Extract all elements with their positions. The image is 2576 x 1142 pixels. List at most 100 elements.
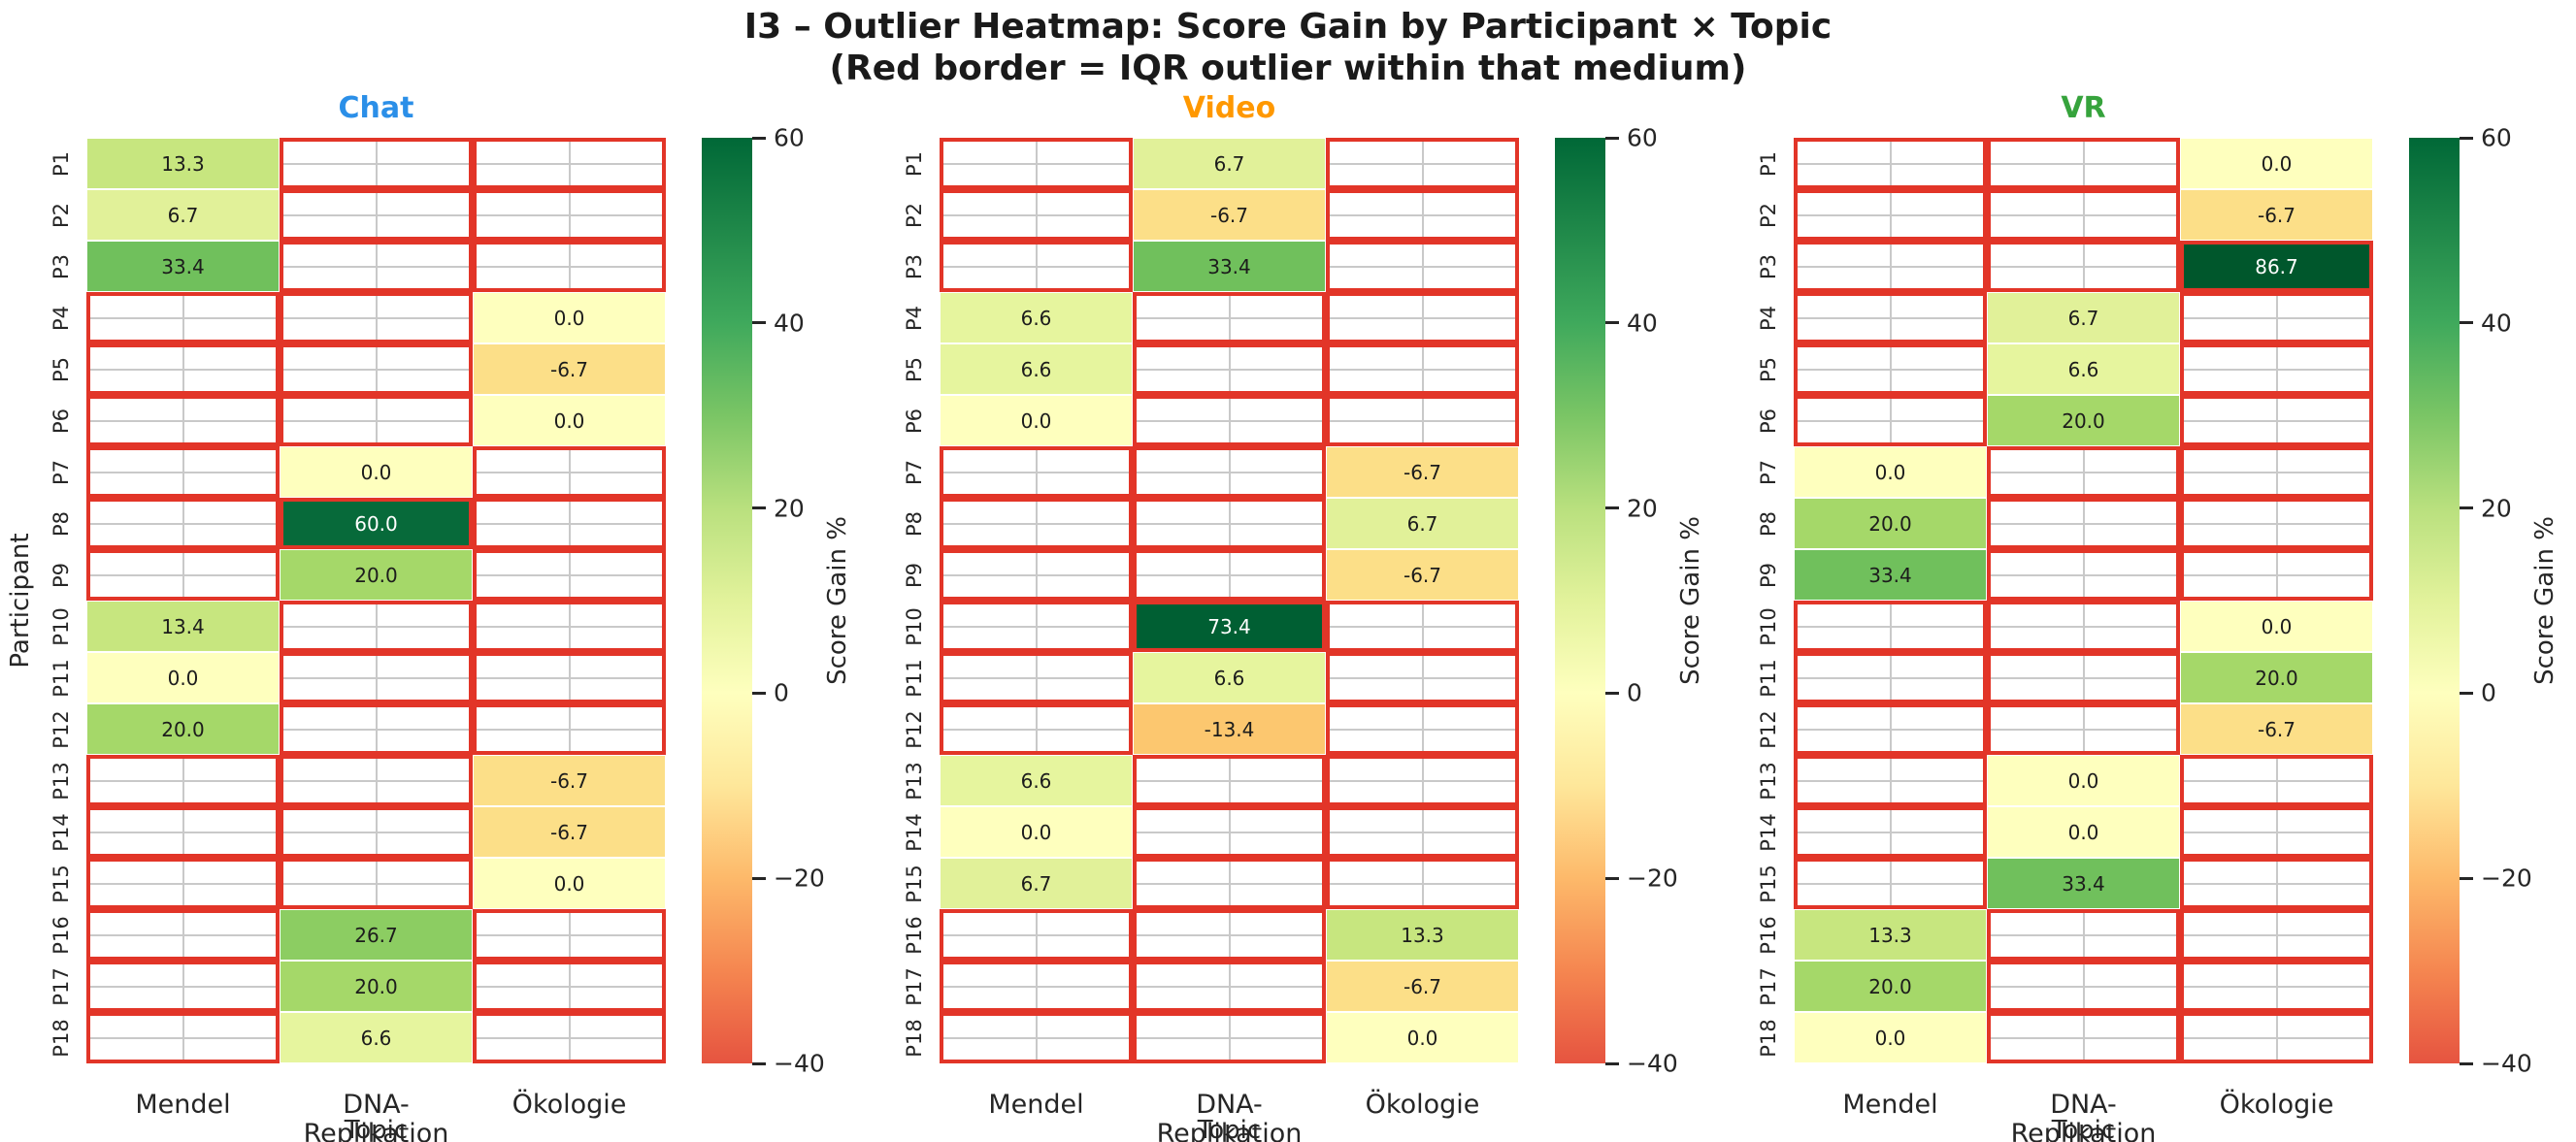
cell-vr-P7-DNA-Replikation-empty [1987,446,2180,498]
y-tick-label: P12 [903,709,926,749]
cell-vr-P15-Ökologie-empty [2180,858,2373,909]
cell-vr-P5-Mendel-empty [1794,343,1987,395]
colorbar-axis-label: Score Gain % [1676,516,1705,685]
cell-vr-P9-Ökologie-empty [2180,549,2373,601]
cell-chat-P6-DNA-Replikation-empty [280,395,473,446]
colorbar-tick-label: −20 [2481,864,2532,893]
cell-chat-P5-Ökologie: -6.7 [473,343,666,395]
x-axis-label: Topic [2051,1116,2116,1142]
cell-video-P3-Mendel-empty [940,241,1133,292]
y-tick-label: P1 [903,150,926,177]
cell-chat-P18-DNA-Replikation: 6.6 [280,1012,473,1063]
colorbar-vr [2409,138,2460,1063]
cell-chat-P15-Mendel-empty [86,858,280,909]
x-tick-label: DNA-Replikation [1156,1090,1303,1142]
colorbar-tick-label: 0 [1627,678,1642,707]
y-tick-label: P13 [1757,761,1780,800]
cell-vr-P18-DNA-Replikation-empty [1987,1012,2180,1063]
colorbar-tick-mark [2460,506,2473,510]
colorbar-tick-label: 0 [2481,678,2496,707]
cell-video-P10-DNA-Replikation: 73.4 [1133,601,1326,652]
y-tick-label: P8 [1757,510,1780,537]
cell-chat-P4-Mendel-empty [86,292,280,343]
cell-video-P3-Ökologie-empty [1326,241,1519,292]
cell-chat-P9-Mendel-empty [86,549,280,601]
y-tick-label: P11 [50,658,73,698]
cell-video-P18-Ökologie: 0.0 [1326,1012,1519,1063]
cell-vr-P13-DNA-Replikation: 0.0 [1987,755,2180,806]
cell-video-P7-DNA-Replikation-empty [1133,446,1326,498]
cell-video-P17-Ökologie: -6.7 [1326,961,1519,1012]
cell-chat-P3-Ökologie-empty [473,241,666,292]
x-axis-label: Topic [1197,1116,1262,1142]
cell-video-P9-DNA-Replikation-empty [1133,549,1326,601]
colorbar-tick-label: 40 [1627,309,1658,338]
cell-chat-P18-Ökologie-empty [473,1012,666,1063]
colorbar-tick-label: 20 [1627,494,1658,523]
cell-vr-P14-Mendel-empty [1794,806,1987,858]
cell-chat-P11-DNA-Replikation-empty [280,652,473,703]
colorbar-tick-label: 60 [2481,123,2512,152]
cell-video-P1-Mendel-empty [940,138,1133,189]
cell-vr-P8-Mendel: 20.0 [1794,498,1987,549]
cell-video-P9-Mendel-empty [940,549,1133,601]
cell-chat-P8-Ökologie-empty [473,498,666,549]
y-tick-label: P14 [1757,812,1780,852]
cell-chat-P5-DNA-Replikation-empty [280,343,473,395]
cell-video-P13-DNA-Replikation-empty [1133,755,1326,806]
cell-chat-P12-Mendel: 20.0 [86,703,280,755]
cell-vr-P15-Mendel-empty [1794,858,1987,909]
cell-video-P6-DNA-Replikation-empty [1133,395,1326,446]
colorbar-tick-mark [2460,321,2473,325]
cell-chat-P13-Mendel-empty [86,755,280,806]
y-tick-label: P15 [903,864,926,903]
y-tick-label: P14 [903,812,926,852]
y-tick-label: P17 [903,966,926,1006]
colorbar-tick-mark [752,506,766,510]
cell-video-P2-DNA-Replikation: -6.7 [1133,189,1326,241]
colorbar-tick-label: −20 [774,864,825,893]
x-tick-label: Mendel [135,1090,231,1120]
cell-chat-P6-Mendel-empty [86,395,280,446]
cell-chat-P12-DNA-Replikation-empty [280,703,473,755]
cell-chat-P11-Ökologie-empty [473,652,666,703]
y-tick-label: P18 [903,1018,926,1058]
cell-chat-P16-Ökologie-empty [473,909,666,961]
cell-vr-P3-Ökologie: 86.7 [2180,241,2373,292]
x-tick-label: DNA-Replikation [303,1090,449,1142]
cell-vr-P11-DNA-Replikation-empty [1987,652,2180,703]
y-tick-label: P7 [1757,459,1780,485]
colorbar-tick-label: −40 [2481,1049,2532,1078]
cell-chat-P3-DNA-Replikation-empty [280,241,473,292]
cell-chat-P1-Ökologie-empty [473,138,666,189]
y-tick-label: P13 [50,761,73,800]
x-tick-label: DNA-Replikation [2010,1090,2157,1142]
y-tick-label: P16 [50,915,73,955]
cell-video-P2-Mendel-empty [940,189,1133,241]
y-tick-label: P3 [50,253,73,279]
y-tick-label: P6 [903,408,926,434]
y-tick-label: P4 [1757,305,1780,331]
y-tick-label: P3 [903,253,926,279]
colorbar-tick-label: 40 [774,309,805,338]
cell-vr-P16-Mendel: 13.3 [1794,909,1987,961]
cell-video-P6-Mendel: 0.0 [940,395,1133,446]
cell-chat-P2-DNA-Replikation-empty [280,189,473,241]
colorbar-tick-mark [1605,1061,1619,1065]
x-tick-label: Mendel [988,1090,1084,1120]
y-tick-label: P18 [1757,1018,1780,1058]
figure-title: I3 – Outlier Heatmap: Score Gain by Part… [0,6,2576,89]
cell-video-P14-Mendel: 0.0 [940,806,1133,858]
y-tick-label: P17 [50,966,73,1006]
cell-vr-P14-Ökologie-empty [2180,806,2373,858]
y-tick-label: P10 [50,606,73,646]
colorbar-tick-mark [1605,876,1619,880]
cell-video-P7-Mendel-empty [940,446,1133,498]
cell-video-P12-Ökologie-empty [1326,703,1519,755]
cell-vr-P6-Ökologie-empty [2180,395,2373,446]
cell-video-P8-Mendel-empty [940,498,1133,549]
y-tick-label: P1 [1757,150,1780,177]
panel-title-chat: Chat [338,91,414,125]
cell-chat-P7-DNA-Replikation: 0.0 [280,446,473,498]
cell-chat-P1-DNA-Replikation-empty [280,138,473,189]
